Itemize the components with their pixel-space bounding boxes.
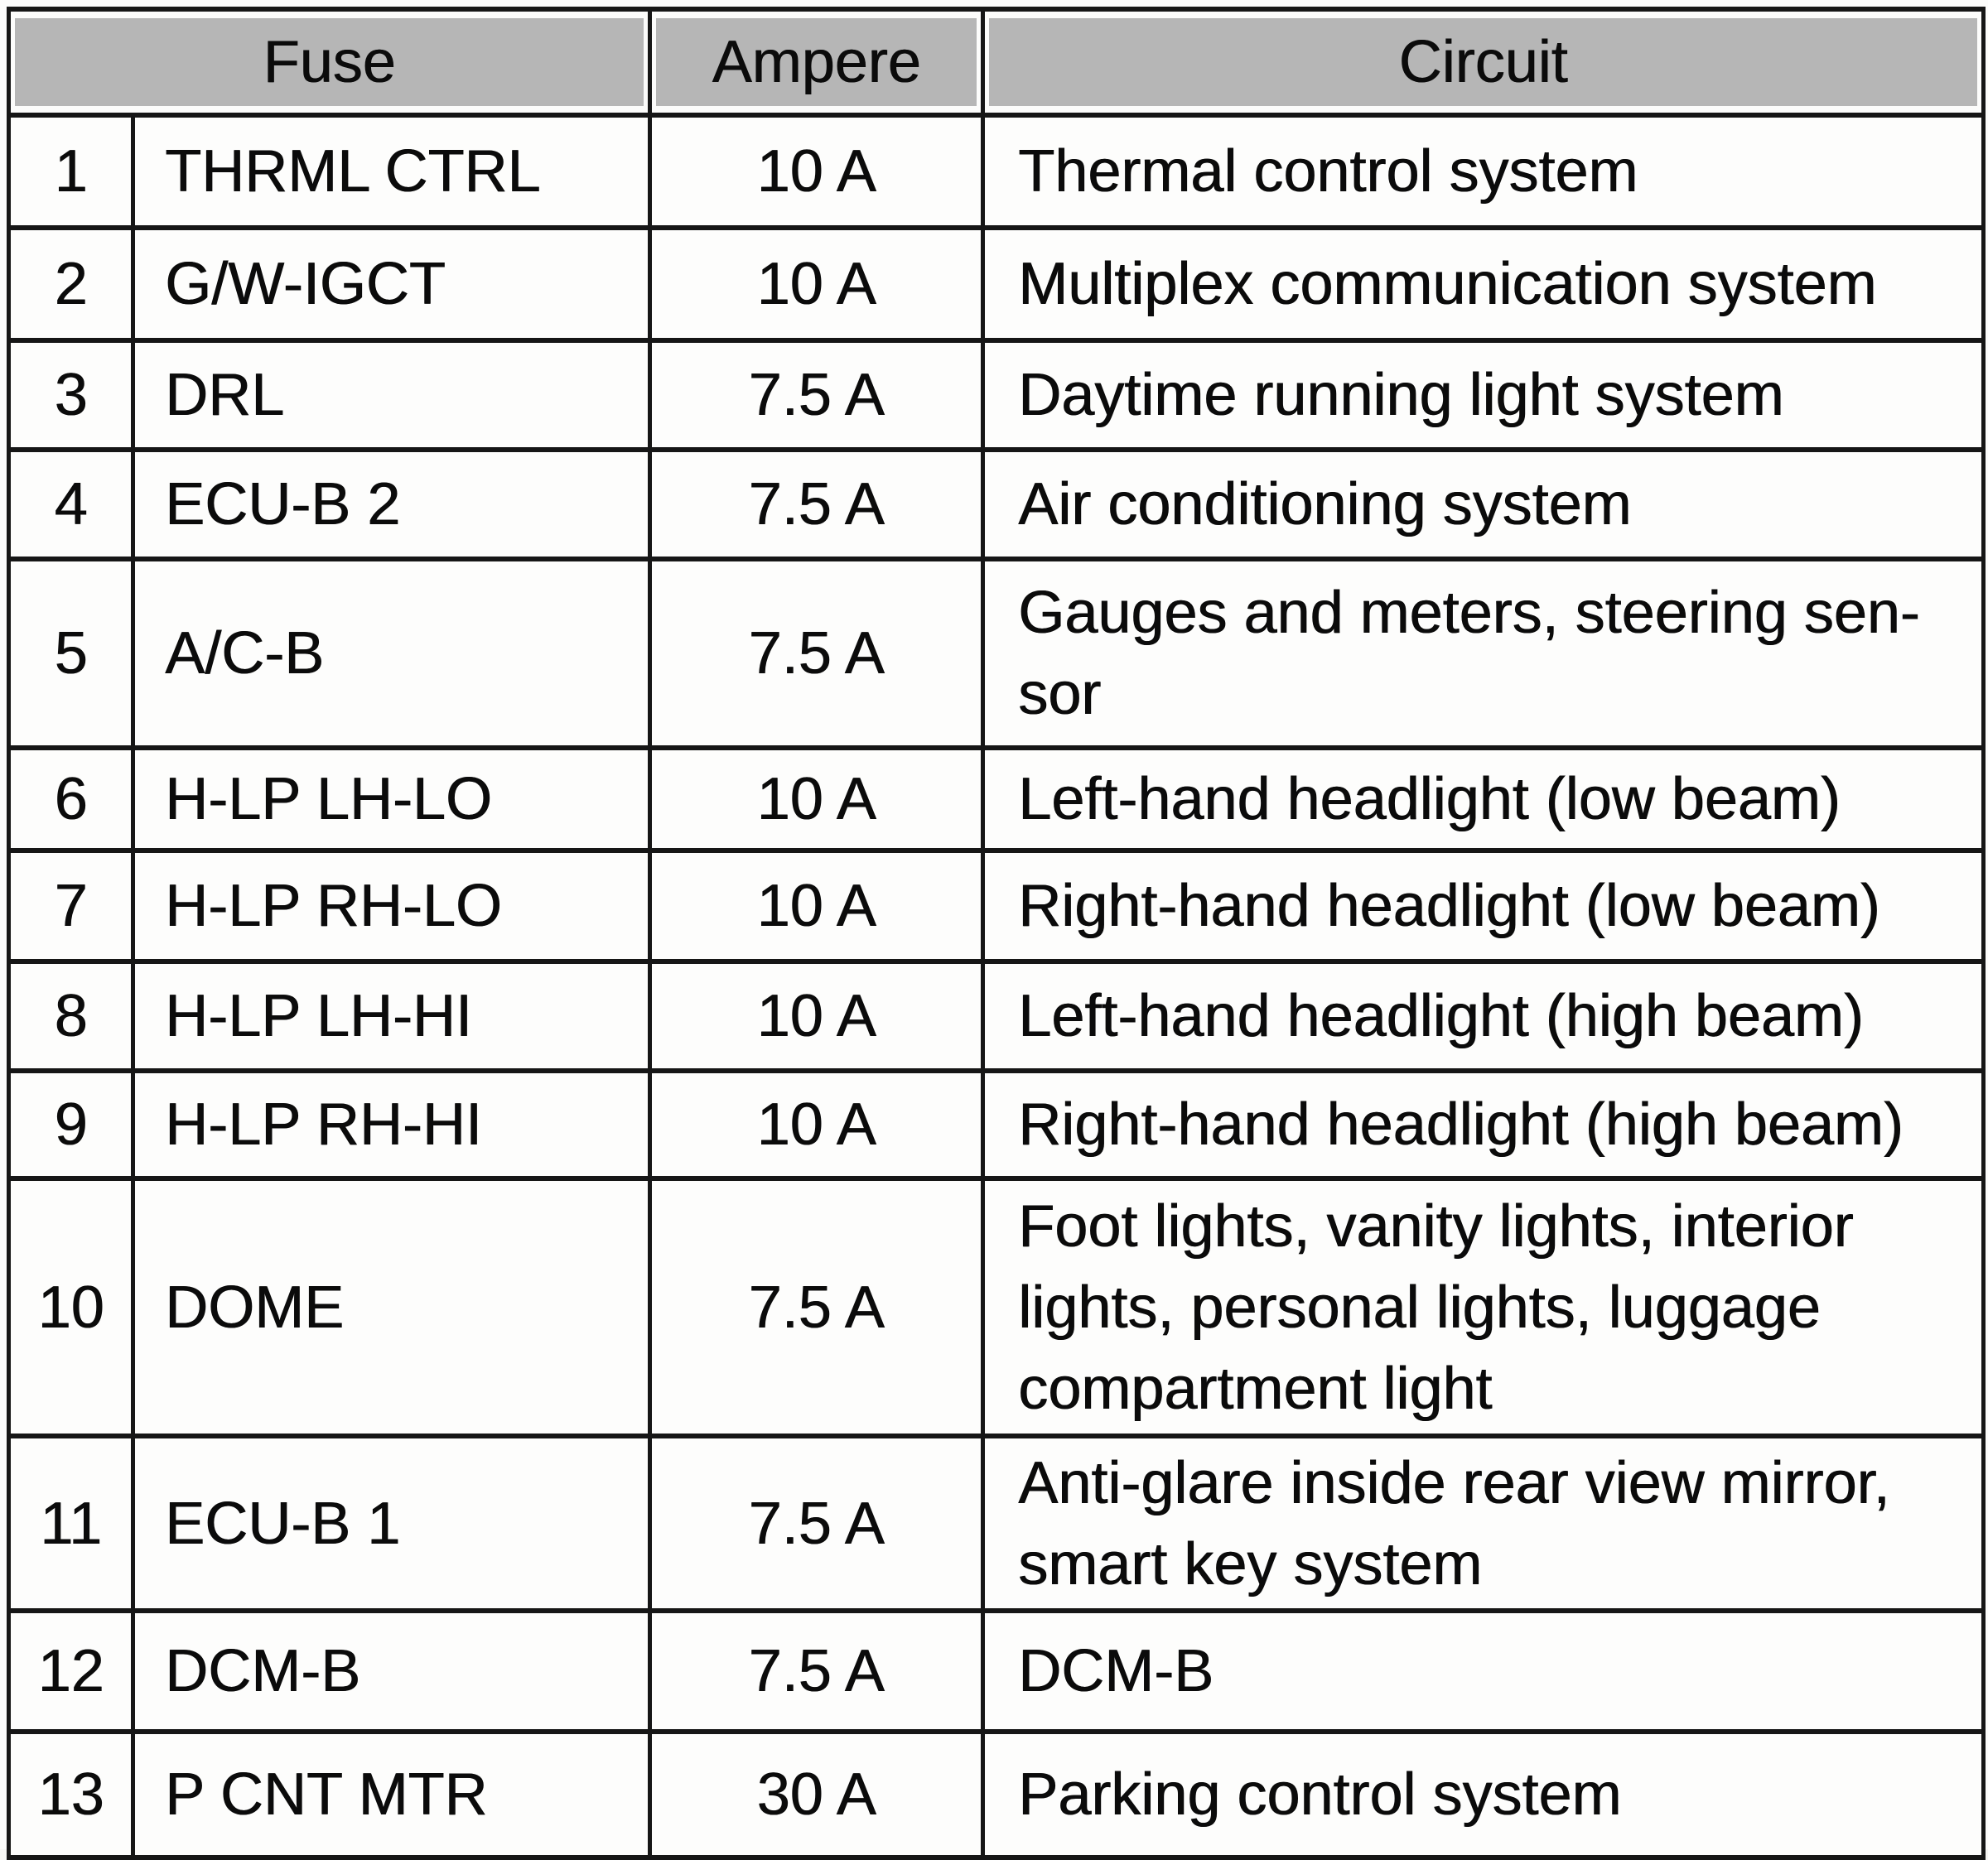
table-row: 4 ECU-B 2 7.5 A Air conditioning system bbox=[7, 447, 1986, 561]
fuse-name-cell: A/C-B bbox=[130, 557, 653, 750]
row-number-cell: 3 bbox=[7, 338, 135, 452]
table-row: 8 H-LP LH-HI 10 A Left-hand headlight (high… bbox=[7, 959, 1986, 1073]
fuse-name-cell: P CNT MTR bbox=[130, 1729, 653, 1860]
table-row: 5 A/C-B 7.5 A Gauges and meters, steering s… bbox=[7, 557, 1986, 750]
row-number-cell: 11 bbox=[7, 1434, 135, 1613]
table-row: 9 H-LP RH-HI 10 A Right-hand headlight (hig… bbox=[7, 1068, 1986, 1181]
ampere-cell: 7.5 A bbox=[648, 1176, 986, 1438]
circuit-cell: Foot lights, vanity lights, interior lig… bbox=[981, 1176, 1986, 1438]
ampere-cell: 10 A bbox=[648, 1068, 986, 1181]
circuit-cell: Gauges and meters, steering sen- sor bbox=[981, 557, 1986, 750]
fuse-name-cell: H-LP LH-LO bbox=[130, 745, 653, 853]
ampere-cell: 10 A bbox=[648, 225, 986, 343]
table-row: 3 DRL 7.5 A Daytime running light system bbox=[7, 338, 1986, 452]
ampere-cell: 10 A bbox=[648, 113, 986, 230]
table-row: 6 H-LP LH-LO 10 A Left-hand headlight (low … bbox=[7, 745, 1986, 853]
header-fuse-label: Fuse bbox=[15, 18, 644, 106]
ampere-cell: 30 A bbox=[648, 1729, 986, 1860]
fuse-name-cell: THRML CTRL bbox=[130, 113, 653, 230]
circuit-cell: Parking control system bbox=[981, 1729, 1986, 1860]
circuit-cell: Multiplex communication system bbox=[981, 225, 1986, 343]
ampere-cell: 7.5 A bbox=[648, 1608, 986, 1734]
header-ampere-label: Ampere bbox=[656, 18, 977, 106]
ampere-cell: 10 A bbox=[648, 745, 986, 853]
header-circuit-label: Circuit bbox=[989, 18, 1978, 106]
row-number-cell: 7 bbox=[7, 848, 135, 964]
header-row: Fuse Ampere Circuit bbox=[6, 7, 1986, 118]
ampere-cell: 10 A bbox=[648, 959, 986, 1073]
fuse-table: Fuse Ampere Circuit 1 THRML CTRL 10 A Therm… bbox=[6, 7, 1986, 1860]
table-row: 7 H-LP RH-LO 10 A Right-hand headlight (low… bbox=[7, 848, 1986, 964]
ampere-cell: 7.5 A bbox=[648, 447, 986, 561]
row-number-cell: 6 bbox=[7, 745, 135, 853]
header-cell-circuit: Circuit bbox=[981, 7, 1986, 118]
row-number-cell: 9 bbox=[7, 1068, 135, 1181]
fuse-name-cell: H-LP RH-HI bbox=[130, 1068, 653, 1181]
circuit-cell: Anti-glare inside rear view mirror, smar… bbox=[981, 1434, 1986, 1613]
row-number-cell: 5 bbox=[7, 557, 135, 750]
circuit-cell: Left-hand headlight (low beam) bbox=[981, 745, 1986, 853]
circuit-cell: Thermal control system bbox=[981, 113, 1986, 230]
fuse-name-cell: H-LP RH-LO bbox=[130, 848, 653, 964]
row-number-cell: 10 bbox=[7, 1176, 135, 1438]
table-row: 13 P CNT MTR 30 A Parking control system bbox=[7, 1729, 1986, 1860]
fuse-name-cell: G/W-IGCT bbox=[130, 225, 653, 343]
header-cell-ampere: Ampere bbox=[648, 7, 986, 118]
fuse-name-cell: DRL bbox=[130, 338, 653, 452]
row-number-cell: 1 bbox=[7, 113, 135, 230]
ampere-cell: 7.5 A bbox=[648, 338, 986, 452]
table-row: 11 ECU-B 1 7.5 A Anti-glare inside rear vie… bbox=[7, 1434, 1986, 1613]
ampere-cell: 7.5 A bbox=[648, 1434, 986, 1613]
table-row: 2 G/W-IGCT 10 A Multiplex communication sys… bbox=[7, 225, 1986, 343]
row-number-cell: 13 bbox=[7, 1729, 135, 1860]
row-number-cell: 2 bbox=[7, 225, 135, 343]
header-cell-fuse: Fuse bbox=[6, 7, 653, 118]
circuit-cell: Left-hand headlight (high beam) bbox=[981, 959, 1986, 1073]
ampere-cell: 7.5 A bbox=[648, 557, 986, 750]
circuit-cell: Right-hand headlight (low beam) bbox=[981, 848, 1986, 964]
circuit-cell: Daytime running light system bbox=[981, 338, 1986, 452]
circuit-cell: DCM-B bbox=[981, 1608, 1986, 1734]
fuse-name-cell: H-LP LH-HI bbox=[130, 959, 653, 1073]
table-row: 10 DOME 7.5 A Foot lights, vanity lights, i… bbox=[7, 1176, 1986, 1438]
fuse-name-cell: DCM-B bbox=[130, 1608, 653, 1734]
fuse-name-cell: ECU-B 2 bbox=[130, 447, 653, 561]
circuit-cell: Air conditioning system bbox=[981, 447, 1986, 561]
row-number-cell: 4 bbox=[7, 447, 135, 561]
row-number-cell: 12 bbox=[7, 1608, 135, 1734]
row-number-cell: 8 bbox=[7, 959, 135, 1073]
table-row: 1 THRML CTRL 10 A Thermal control system bbox=[7, 113, 1986, 230]
fuse-name-cell: DOME bbox=[130, 1176, 653, 1438]
circuit-cell: Right-hand headlight (high beam) bbox=[981, 1068, 1986, 1181]
fuse-name-cell: ECU-B 1 bbox=[130, 1434, 653, 1613]
table-row: 12 DCM-B 7.5 A DCM-B bbox=[7, 1608, 1986, 1734]
ampere-cell: 10 A bbox=[648, 848, 986, 964]
